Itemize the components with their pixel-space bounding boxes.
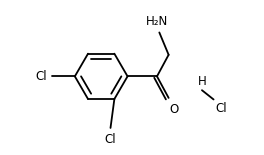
Text: O: O	[169, 103, 179, 116]
Text: Cl: Cl	[35, 70, 47, 83]
Text: H: H	[197, 75, 206, 88]
Text: Cl: Cl	[215, 102, 227, 115]
Text: Cl: Cl	[105, 133, 116, 146]
Text: H₂N: H₂N	[146, 15, 168, 28]
